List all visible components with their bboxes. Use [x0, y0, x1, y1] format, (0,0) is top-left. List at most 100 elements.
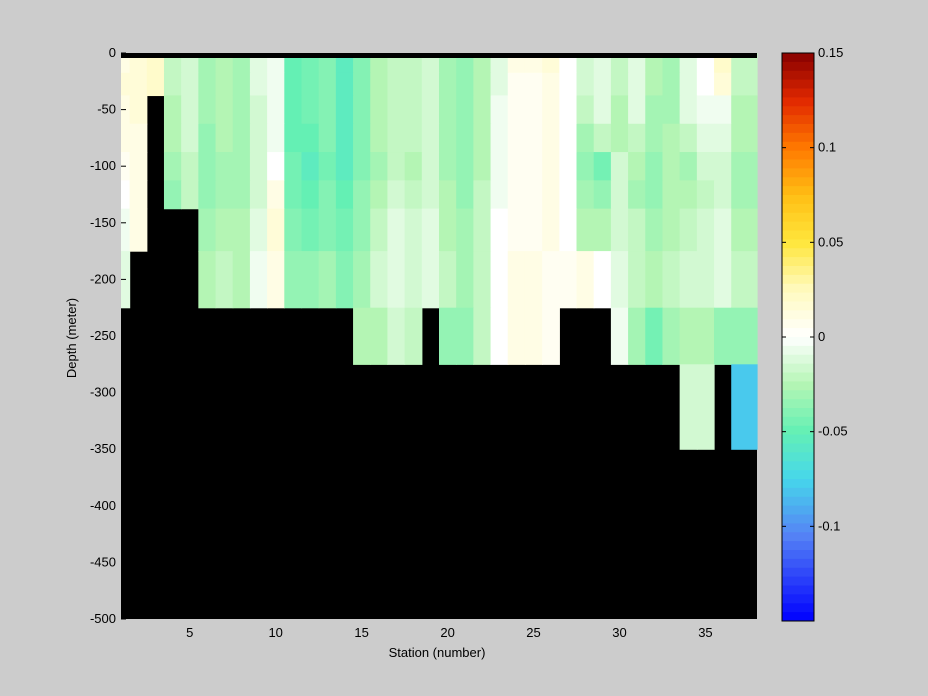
colorbar-segment [782, 523, 814, 533]
colorbar-segment [782, 239, 814, 249]
heatmap-cell [610, 72, 629, 97]
colorbar-segment [782, 97, 814, 107]
colorbar-segment [782, 132, 814, 143]
heatmap-cell [370, 208, 389, 252]
heatmap-cell [731, 95, 758, 125]
colorbar-tick-label: 0.1 [818, 140, 836, 155]
heatmap-cell [679, 58, 698, 74]
y-tick-label: -100 [90, 158, 116, 173]
heatmap-cell [714, 180, 732, 210]
heatmap-cell [559, 251, 578, 309]
heatmap-cell [198, 72, 217, 97]
heatmap-cell [610, 123, 629, 153]
heatmap-cell [421, 72, 440, 97]
colorbar-segment [782, 195, 814, 205]
heatmap-cell [507, 58, 526, 74]
colorbar-tick-label: -0.1 [818, 518, 840, 533]
heatmap-cell [439, 152, 457, 181]
heatmap-cell [267, 123, 285, 153]
heatmap-cell [542, 180, 560, 210]
y-tick-label: -200 [90, 271, 116, 286]
heatmap-cell [439, 180, 457, 210]
heatmap-cell [559, 58, 578, 74]
colorbar-segment [782, 434, 814, 444]
heatmap-cell [662, 72, 681, 97]
heatmap-cell [421, 251, 440, 309]
heatmap-cell [542, 123, 560, 153]
heatmap-cell [679, 180, 698, 210]
colorbar-segment [782, 496, 814, 507]
colorbar-segment [782, 266, 814, 276]
heatmap-cell [387, 152, 406, 181]
heatmap-cell [490, 307, 509, 365]
colorbar-segment [782, 150, 814, 160]
colorbar-segment [782, 425, 814, 436]
heatmap-cell [542, 95, 560, 125]
heatmap-cell [731, 123, 758, 153]
heatmap-cell [456, 180, 474, 210]
x-tick-label: 15 [354, 625, 368, 640]
heatmap-cell [628, 251, 646, 309]
colorbar-segment [782, 141, 814, 152]
heatmap-cell [370, 251, 389, 309]
heatmap-cell [714, 251, 732, 309]
heatmap-cell [714, 307, 732, 365]
colorbar-segment [782, 541, 814, 551]
heatmap-cell [714, 95, 732, 125]
heatmap-cell [232, 251, 251, 309]
heatmap-cell [301, 95, 320, 125]
heatmap-cell [610, 251, 629, 309]
heatmap-cell [696, 180, 715, 210]
colorbar-segment [782, 585, 814, 595]
heatmap-cell [542, 72, 560, 97]
heatmap-cell [301, 152, 320, 181]
heatmap-cell [524, 251, 543, 309]
heatmap-cell [215, 251, 234, 309]
heatmap-cell [628, 152, 646, 181]
heatmap-cell [215, 152, 234, 181]
colorbar-segment [782, 372, 814, 382]
y-axis-label: Depth (meter) [64, 298, 79, 378]
heatmap-cell [542, 251, 560, 309]
heatmap-cell [284, 152, 303, 181]
heatmap-cell [121, 180, 131, 210]
colorbar-tick-label: 0.05 [818, 234, 843, 249]
heatmap-cell [696, 364, 715, 450]
heatmap-cell [163, 180, 182, 210]
colorbar-segment [782, 443, 814, 453]
y-tick-label: -50 [97, 102, 116, 117]
colorbar-segment [782, 61, 814, 72]
heatmap-cell [404, 95, 423, 125]
heatmap-cell [456, 307, 474, 365]
heatmap-cell [714, 72, 732, 97]
heatmap-cell [267, 95, 285, 125]
heatmap-cell [559, 123, 578, 153]
colorbar-segment [782, 487, 814, 498]
heatmap-cell [318, 208, 337, 252]
heatmap-cell [662, 307, 681, 365]
heatmap-cell [679, 208, 698, 252]
heatmap-cell [662, 208, 681, 252]
heatmap-cell [301, 251, 320, 309]
colorbar-segment [782, 248, 814, 258]
y-tick-label: -350 [90, 441, 116, 456]
heatmap-cell [215, 72, 234, 97]
heatmap-cell [301, 180, 320, 210]
heatmap-cell [610, 152, 629, 181]
heatmap-cell [679, 251, 698, 309]
heatmap-cell [576, 180, 595, 210]
heatmap-cell [456, 58, 474, 74]
heatmap-cell [731, 180, 758, 210]
colorbar-segment [782, 514, 814, 524]
colorbar-segment [782, 479, 814, 489]
heatmap-cell [284, 95, 303, 125]
colorbar-segment [782, 115, 814, 125]
heatmap-cell [318, 180, 337, 210]
heatmap-cell [335, 208, 354, 252]
heatmap-cell [559, 72, 578, 97]
heatmap-cell [198, 58, 217, 74]
heatmap-cell [198, 251, 217, 309]
heatmap-cell [249, 152, 268, 181]
heatmap-cell [284, 58, 303, 74]
heatmap-cell [593, 72, 612, 97]
